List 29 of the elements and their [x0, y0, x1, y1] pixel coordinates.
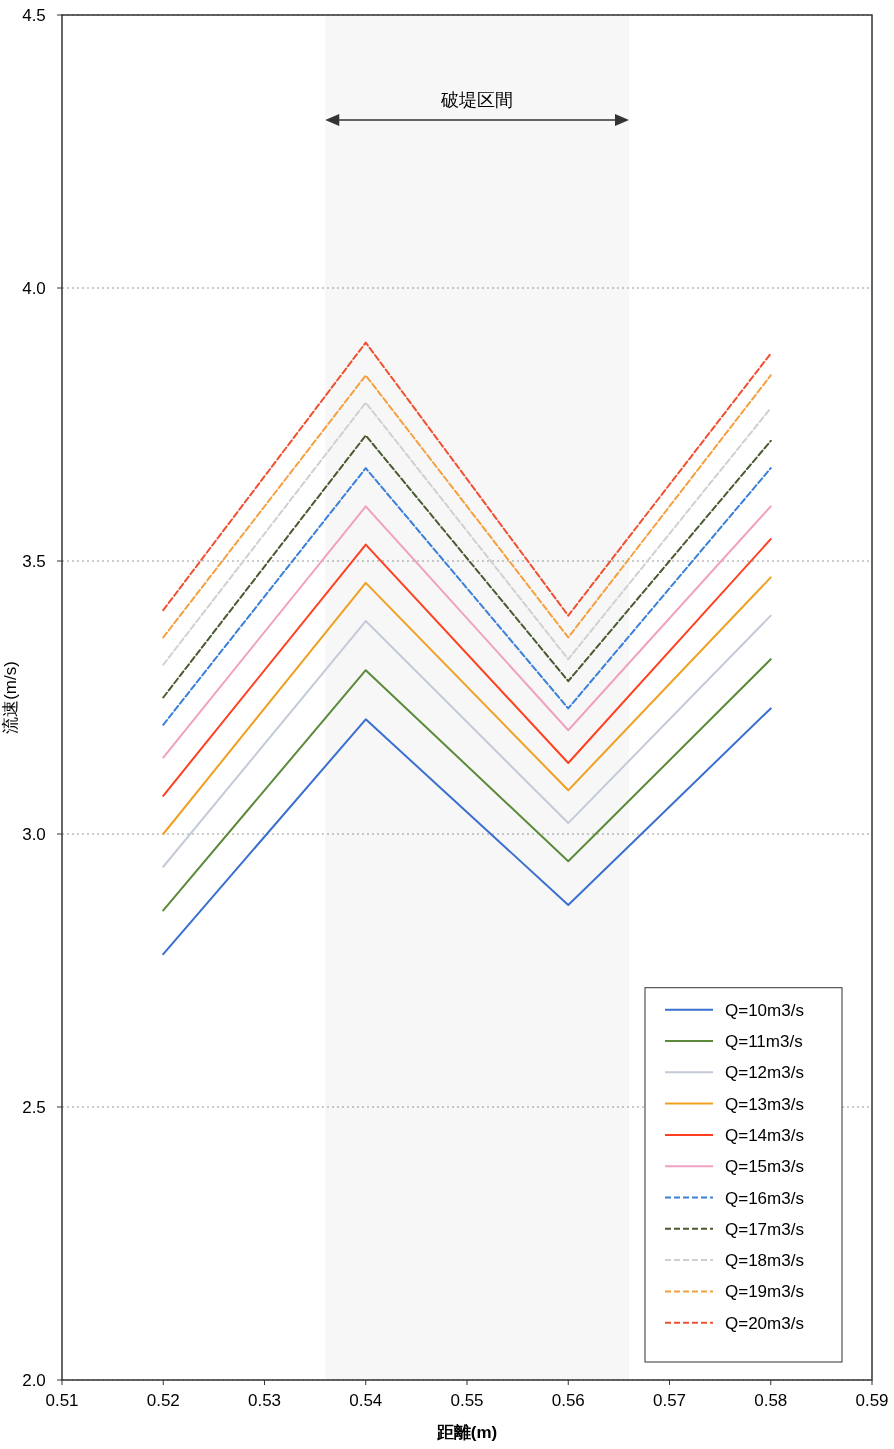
legend-label: Q=10m3/s — [725, 1000, 804, 1020]
x-tick-label: 0.51 — [45, 1391, 79, 1410]
x-tick-label: 0.59 — [855, 1391, 889, 1410]
legend-label: Q=11m3/s — [725, 1032, 803, 1051]
band-label: 破堤区間 — [440, 90, 514, 110]
legend-label: Q=14m3/s — [725, 1125, 804, 1145]
legend-label: Q=20m3/s — [725, 1313, 804, 1333]
legend-label: Q=16m3/s — [725, 1188, 804, 1208]
legend-label: Q=18m3/s — [725, 1251, 804, 1271]
x-tick-label: 0.58 — [754, 1391, 788, 1410]
x-tick-label: 0.55 — [450, 1391, 484, 1410]
legend-label: Q=12m3/s — [725, 1063, 804, 1083]
y-tick-label: 2.0 — [22, 1371, 46, 1390]
y-tick-label: 3.0 — [22, 825, 46, 844]
x-tick-label: 0.56 — [551, 1391, 585, 1410]
x-tick-label: 0.57 — [652, 1391, 687, 1410]
x-tick-label: 0.54 — [349, 1391, 383, 1410]
legend-label: Q=13m3/s — [725, 1094, 804, 1114]
y-tick-label: 4.0 — [22, 279, 46, 298]
y-tick-label: 4.5 — [22, 6, 46, 25]
y-tick-label: 2.5 — [22, 1098, 46, 1117]
x-tick-label: 0.53 — [247, 1391, 282, 1410]
legend-label: Q=15m3/s — [725, 1157, 804, 1177]
x-tick-label: 0.52 — [146, 1391, 180, 1410]
y-tick-label: 3.5 — [22, 552, 46, 571]
x-axis-title: 距離(m) — [435, 1423, 498, 1442]
legend-label: Q=19m3/s — [725, 1282, 804, 1302]
legend-label: Q=17m3/s — [725, 1219, 804, 1239]
y-axis-title: 流速(m/s) — [1, 661, 20, 734]
